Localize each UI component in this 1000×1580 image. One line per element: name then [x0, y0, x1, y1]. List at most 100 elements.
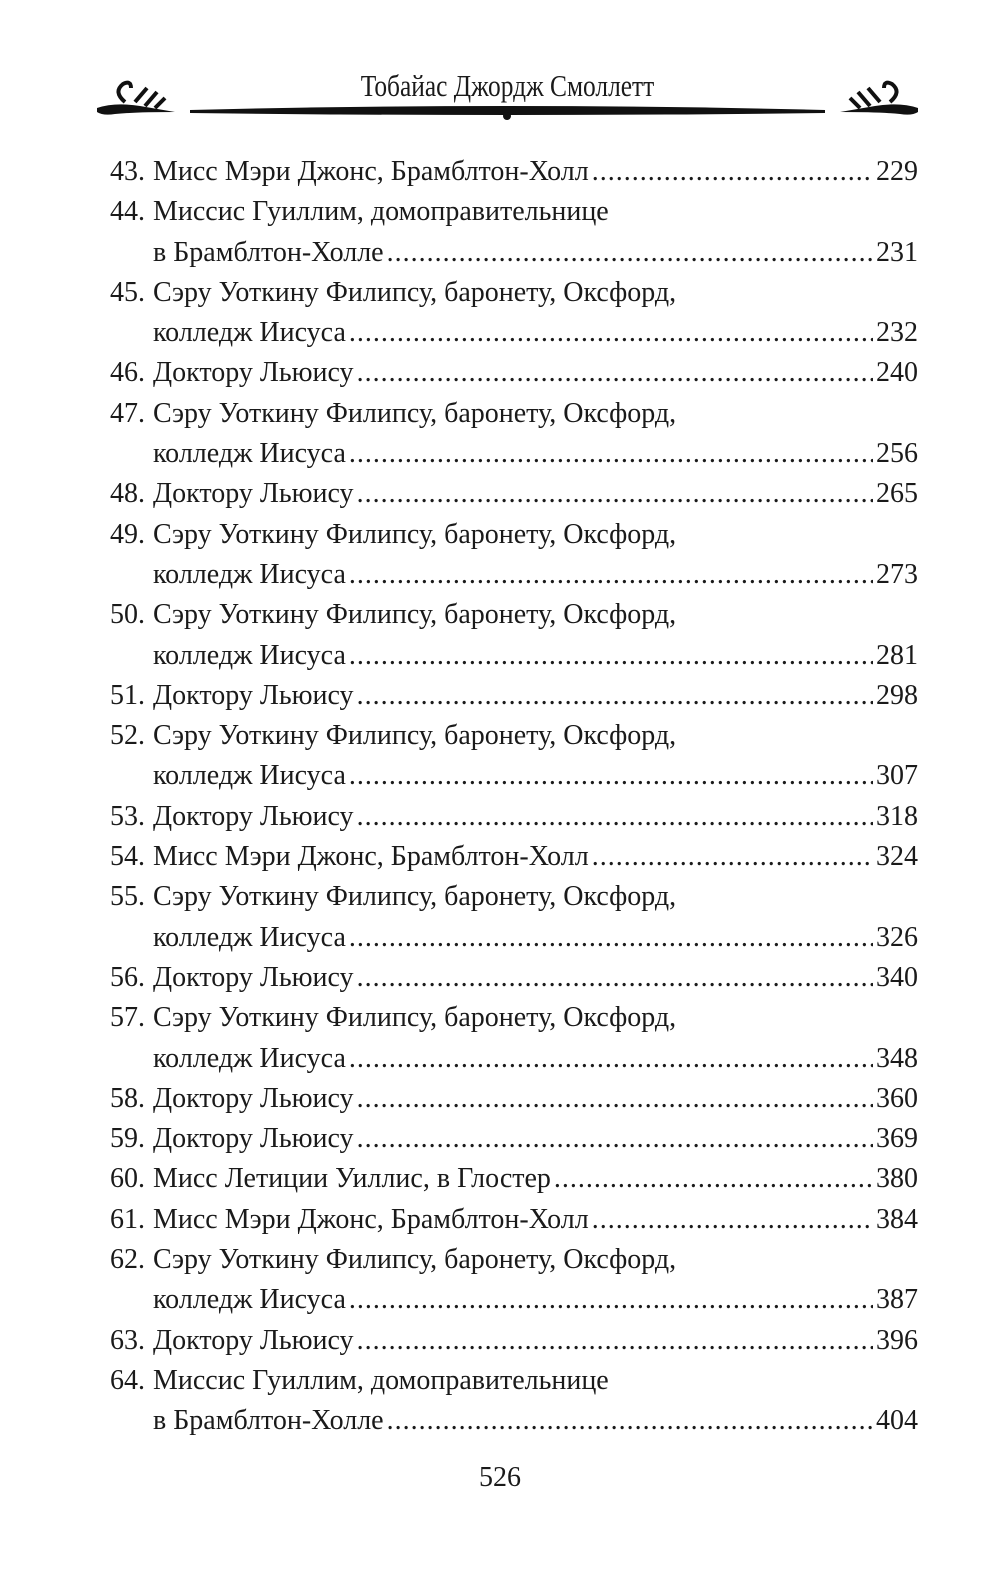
entry-number: 46. — [110, 357, 145, 389]
entry-title: Сэру Уоткину Филипсу, баронету, Оксфорд, — [153, 720, 677, 752]
entry-title: Миссис Гуиллим, домоправительнице — [153, 1364, 609, 1396]
entry-title: колледж Иисуса — [153, 1042, 346, 1074]
entry-number: 43. — [110, 156, 145, 187]
entry-number — [90, 636, 145, 676]
entry-page: 326 — [876, 921, 918, 953]
entry-title: Доктору Льюису — [153, 357, 354, 389]
toc-line: 63.Доктору Льюису 396 — [90, 1321, 918, 1361]
table-of-contents: 43. Мисс Мэри Джонс, Брамблтон-Холл 229 44.… — [90, 152, 918, 1442]
toc-line: в Брамблтон-Холле 231 — [90, 233, 918, 273]
toc-entry: 54.Мисс Мэри Джонс, Брамблтон-Холл 324 — [90, 837, 918, 877]
entry-page: 298 — [876, 679, 918, 711]
entry-title: в Брамблтон-Холле — [153, 236, 384, 268]
toc-entry: 46.Доктору Льюису 240 — [90, 353, 918, 393]
entry-title: Сэру Уоткину Филипсу, баронету, Оксфорд, — [153, 397, 677, 429]
toc-line: колледж Иисуса 307 — [90, 756, 918, 796]
entry-number: 45. — [110, 276, 145, 308]
dot-leader — [357, 474, 873, 514]
dot-leader — [349, 313, 873, 353]
toc-line: 53.Доктору Льюису 318 — [90, 797, 918, 837]
dot-leader — [592, 837, 873, 877]
toc-line: 57. Сэру Уоткину Филипсу, баронету, Оксфо… — [90, 998, 918, 1038]
dot-leader — [349, 1280, 873, 1320]
entry-title: колледж Иисуса — [153, 1284, 346, 1316]
entry-number: 59. — [110, 1123, 145, 1155]
toc-line: 64. Миссис Гуиллим, домоправительнице — [90, 1361, 918, 1401]
entry-title: Доктору Льюису — [153, 961, 354, 993]
entry-number — [90, 1039, 145, 1079]
entry-number — [90, 1401, 145, 1441]
entry-number — [90, 756, 145, 796]
entry-title: Мисс Мэри Джонс, Брамблтон-Холл — [153, 841, 589, 873]
running-header: Тобайас Джордж Смоллетт — [95, 62, 920, 132]
toc-line: колледж Иисуса 256 — [90, 434, 918, 474]
entry-page: 256 — [876, 438, 918, 470]
entry-page: 404 — [876, 1405, 918, 1437]
toc-line: 51.Доктору Льюису 298 — [90, 676, 918, 716]
toc-entry: 45. Сэру Уоткину Филипсу, баронету, Оксфо… — [90, 273, 918, 354]
entry-title: колледж Иисуса — [153, 558, 346, 590]
entry-title: Мисс Летиции Уиллис, в Глостер — [153, 1163, 551, 1195]
entry-title: Доктору Льюису — [153, 1082, 354, 1114]
toc-line: 47. Сэру Уоткину Филипсу, баронету, Оксфо… — [90, 394, 918, 434]
toc-line: 54.Мисс Мэри Джонс, Брамблтон-Холл 324 — [90, 837, 918, 877]
entry-title: Сэру Уоткину Филипсу, баронету, Оксфорд, — [153, 1002, 677, 1034]
entry-title: Сэру Уоткину Филипсу, баронету, Оксфорд, — [153, 881, 677, 913]
dot-leader — [554, 1159, 873, 1199]
entry-page: 360 — [876, 1082, 918, 1114]
toc-line: 49. Сэру Уоткину Филипсу, баронету, Оксфо… — [90, 515, 918, 555]
entry-title: Миссис Гуиллим, домоправительнице — [153, 196, 609, 228]
entry-number — [90, 918, 145, 958]
entry-title: колледж Иисуса — [153, 317, 346, 349]
entry-page: 229 — [876, 156, 918, 187]
entry-page: 231 — [876, 236, 918, 268]
toc-entry: 63.Доктору Льюису 396 — [90, 1321, 918, 1361]
entry-number — [90, 313, 145, 353]
toc-line: 44. Миссис Гуиллим, домоправительнице — [90, 192, 918, 232]
toc-line: 45. Сэру Уоткину Филипсу, баронету, Оксфо… — [90, 273, 918, 313]
dot-leader — [592, 1200, 873, 1240]
entry-page: 324 — [876, 841, 918, 873]
toc-entry: 53.Доктору Льюису 318 — [90, 797, 918, 837]
entry-title: Доктору Льюису — [153, 1123, 354, 1155]
entry-page: 340 — [876, 961, 918, 993]
entry-number: 62. — [110, 1244, 145, 1276]
entry-title: Сэру Уоткину Филипсу, баронету, Оксфорд, — [153, 1244, 677, 1276]
toc-line: 52. Сэру Уоткину Филипсу, баронету, Оксфо… — [90, 716, 918, 756]
toc-line: 60.Мисс Летиции Уиллис, в Глостер 380 — [90, 1159, 918, 1199]
toc-entry: 55. Сэру Уоткину Филипсу, баронету, Оксфо… — [90, 877, 918, 958]
entry-number: 50. — [110, 599, 145, 631]
entry-number — [90, 434, 145, 474]
dot-leader — [349, 434, 873, 474]
entry-title: Доктору Льюису — [153, 1324, 354, 1356]
dot-leader — [357, 1321, 873, 1361]
entry-number: 52. — [110, 720, 145, 752]
toc-entry: 59.Доктору Льюису 369 — [90, 1119, 918, 1159]
entry-page: 232 — [876, 317, 918, 349]
dot-leader — [357, 676, 873, 716]
toc-entry: 52. Сэру Уоткину Филипсу, баронету, Оксфо… — [90, 716, 918, 797]
dot-leader — [357, 1119, 873, 1159]
entry-number — [90, 555, 145, 595]
dot-leader — [357, 1079, 873, 1119]
entry-page: 307 — [876, 760, 918, 792]
entry-title: Доктору Льюису — [153, 679, 354, 711]
dot-leader — [349, 1039, 873, 1079]
entry-title: колледж Иисуса — [153, 639, 346, 671]
entry-page: 380 — [876, 1163, 918, 1195]
entry-number: 56. — [110, 961, 145, 993]
toc-line: 62. Сэру Уоткину Филипсу, баронету, Оксфо… — [90, 1240, 918, 1280]
entry-title: колледж Иисуса — [153, 438, 346, 470]
toc-line: 59.Доктору Льюису 369 — [90, 1119, 918, 1159]
entry-title: в Брамблтон-Холле — [153, 1405, 384, 1437]
toc-entry: 60.Мисс Летиции Уиллис, в Глостер 380 — [90, 1159, 918, 1199]
entry-page: 396 — [876, 1324, 918, 1356]
toc-entry: 61.Мисс Мэри Джонс, Брамблтон-Холл 384 — [90, 1200, 918, 1240]
entry-title: Доктору Льюису — [153, 800, 354, 832]
entry-page: 281 — [876, 639, 918, 671]
toc-entry: 48.Доктору Льюису 265 — [90, 474, 918, 514]
dot-leader — [357, 958, 873, 998]
toc-line: 55. Сэру Уоткину Филипсу, баронету, Оксфо… — [90, 877, 918, 917]
dot-leader — [349, 756, 873, 796]
toc-line: колледж Иисуса 273 — [90, 555, 918, 595]
